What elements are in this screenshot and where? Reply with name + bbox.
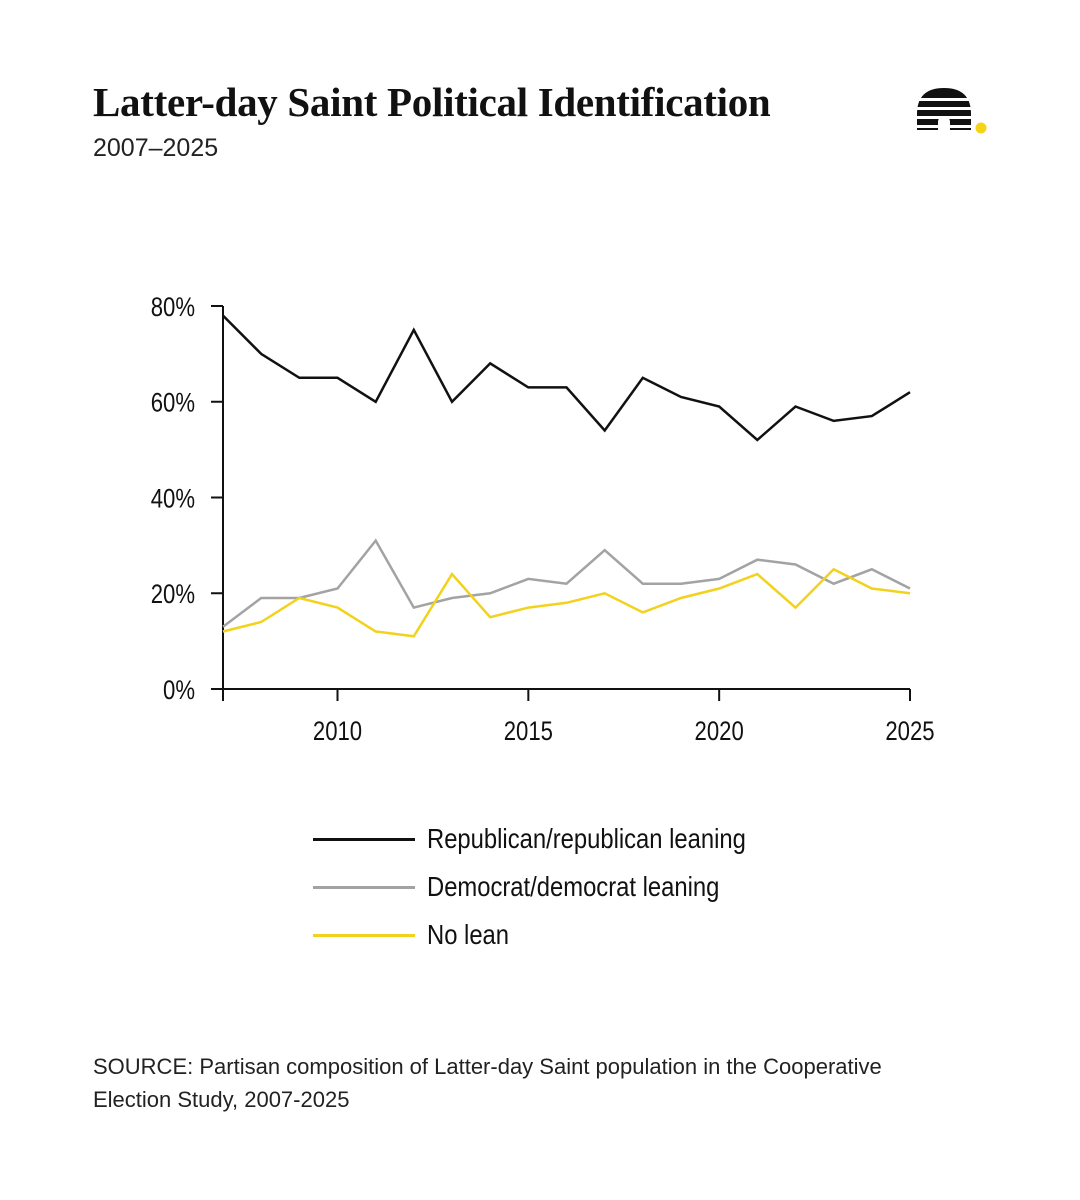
y-tick-label: 80% [151,293,195,323]
line-chart: 0% 20% 40% 60% 80% 2010 2015 2020 2025 [151,293,935,747]
legend-label-democrat: Democrat/democrat leaning [427,871,720,902]
y-axis: 0% 20% 40% 60% 80% [151,293,224,706]
x-tick-label: 2020 [695,717,744,747]
x-axis: 2010 2015 2020 2025 [223,688,935,747]
y-tick-label: 60% [151,389,195,419]
series-line-democrat [222,538,911,628]
y-tick-label: 0% [163,676,195,706]
x-tick-label: 2015 [504,717,553,747]
legend-swatch-no-lean [313,933,415,937]
series-layer [222,314,911,638]
beehive-icon [914,88,987,134]
legend-label-republican: Republican/republican leaning [427,823,746,854]
source-note: SOURCE: Partisan composition of Latter-d… [93,1054,882,1112]
legend-swatch-republican [313,837,415,841]
legend: Republican/republican leaning Democrat/d… [313,815,802,959]
chart-subtitle: 2007–2025 [93,134,219,162]
x-tick-label: 2010 [313,717,362,747]
x-tick-label: 2025 [885,717,934,747]
beehive-accent-dot [975,122,987,134]
legend-item-no-lean: No lean [313,911,802,959]
series-line-republican [222,314,911,442]
legend-swatch-democrat [313,885,415,889]
y-tick-label: 40% [151,485,195,515]
chart-title: Latter-day Saint Political Identificatio… [93,79,771,125]
y-tick-label: 20% [151,580,195,610]
series-line-no-lean [222,567,911,638]
legend-label-no-lean: No lean [427,919,510,950]
legend-item-republican: Republican/republican leaning [313,815,802,863]
legend-item-democrat: Democrat/democrat leaning [313,863,802,911]
